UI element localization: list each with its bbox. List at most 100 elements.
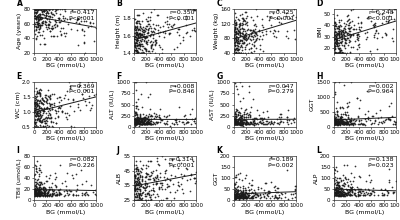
Point — [346, 32, 353, 35]
Point — [348, 34, 354, 37]
Point — [41, 185, 47, 189]
Point — [148, 115, 154, 118]
Point — [354, 22, 361, 25]
Point — [238, 121, 244, 124]
Point — [171, 48, 177, 51]
Point — [244, 24, 250, 27]
Point — [66, 113, 72, 117]
Point — [31, 194, 38, 197]
Point — [34, 8, 41, 11]
Point — [334, 109, 340, 113]
Point — [56, 105, 62, 109]
Point — [232, 46, 239, 49]
Point — [331, 116, 338, 120]
Point — [338, 192, 344, 196]
Point — [148, 46, 154, 50]
Point — [337, 116, 344, 120]
Point — [332, 121, 338, 124]
Point — [278, 16, 284, 20]
Point — [38, 187, 45, 191]
Point — [284, 120, 290, 123]
Point — [178, 172, 184, 175]
Point — [247, 105, 254, 109]
Point — [346, 119, 353, 122]
Point — [140, 25, 146, 29]
Point — [143, 174, 150, 178]
Point — [49, 24, 55, 28]
Point — [242, 19, 249, 23]
Point — [183, 17, 189, 20]
Point — [248, 47, 254, 50]
Point — [256, 120, 262, 124]
Point — [131, 181, 138, 184]
Point — [32, 193, 38, 197]
Point — [242, 33, 248, 37]
Point — [133, 169, 140, 173]
Y-axis label: AST (IU/L): AST (IU/L) — [210, 89, 215, 120]
Point — [248, 33, 254, 36]
Point — [139, 120, 146, 123]
Point — [31, 24, 37, 28]
Point — [332, 122, 338, 126]
Point — [81, 41, 87, 44]
Point — [239, 194, 245, 197]
Point — [358, 21, 364, 25]
Point — [85, 25, 91, 28]
Point — [33, 20, 39, 23]
Point — [354, 96, 360, 99]
Point — [334, 51, 340, 55]
Point — [191, 176, 197, 180]
Point — [133, 40, 139, 44]
Point — [334, 180, 341, 184]
Point — [242, 120, 249, 124]
Point — [238, 44, 244, 47]
Point — [62, 112, 68, 115]
Point — [40, 189, 46, 192]
Point — [338, 29, 345, 33]
Point — [331, 168, 337, 171]
Point — [81, 29, 88, 33]
Point — [46, 24, 52, 27]
Point — [36, 188, 42, 191]
Point — [240, 193, 246, 197]
Point — [336, 119, 343, 122]
Point — [236, 29, 243, 33]
Point — [32, 164, 39, 168]
Point — [337, 117, 344, 120]
Point — [333, 119, 340, 123]
Point — [233, 188, 240, 191]
Point — [344, 121, 350, 125]
Point — [134, 198, 140, 202]
Point — [334, 44, 341, 47]
Point — [338, 34, 345, 38]
Point — [133, 118, 140, 121]
Point — [265, 191, 272, 194]
Point — [59, 109, 66, 113]
Point — [41, 9, 47, 13]
Point — [248, 46, 254, 50]
Point — [339, 122, 345, 126]
Point — [344, 110, 350, 114]
Point — [232, 51, 238, 55]
Point — [344, 190, 351, 194]
Point — [236, 30, 242, 34]
Point — [52, 191, 59, 194]
Point — [375, 193, 381, 196]
Point — [231, 41, 237, 44]
Point — [31, 98, 38, 102]
Point — [134, 24, 140, 28]
Point — [150, 34, 156, 37]
Point — [332, 193, 338, 196]
Point — [235, 28, 242, 32]
Point — [136, 21, 143, 25]
Point — [61, 31, 67, 35]
Point — [38, 106, 44, 110]
Point — [235, 192, 241, 195]
Point — [38, 180, 44, 184]
Point — [272, 184, 278, 188]
Point — [335, 115, 341, 118]
Point — [134, 119, 140, 123]
Point — [141, 119, 148, 123]
Point — [347, 193, 353, 197]
Point — [342, 120, 348, 124]
